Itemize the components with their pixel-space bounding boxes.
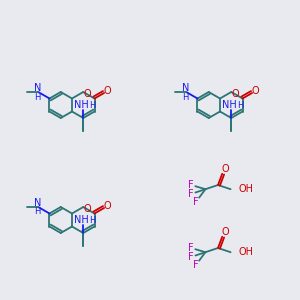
Text: NH: NH [74,215,88,225]
Text: O: O [221,227,229,237]
Text: O: O [104,86,112,96]
Text: NH: NH [74,100,88,110]
Text: OH: OH [238,184,253,194]
Text: H: H [89,216,95,225]
Text: N: N [34,83,41,93]
Text: H: H [34,208,40,217]
Text: H: H [34,92,40,101]
Text: F: F [194,196,199,207]
Text: NH: NH [222,100,237,110]
Text: F: F [188,243,194,253]
Text: N: N [182,83,189,93]
Text: H: H [237,101,243,110]
Text: H: H [182,92,188,101]
Text: F: F [188,180,194,190]
Text: OH: OH [238,247,253,257]
Text: H: H [89,101,95,110]
Text: F: F [188,252,194,262]
Text: F: F [188,189,194,199]
Text: O: O [221,164,229,174]
Text: O: O [252,86,260,96]
Text: O: O [83,204,91,214]
Text: N: N [34,198,41,208]
Text: F: F [194,260,199,270]
Text: O: O [104,201,112,211]
Text: O: O [83,89,91,99]
Text: O: O [231,89,239,99]
